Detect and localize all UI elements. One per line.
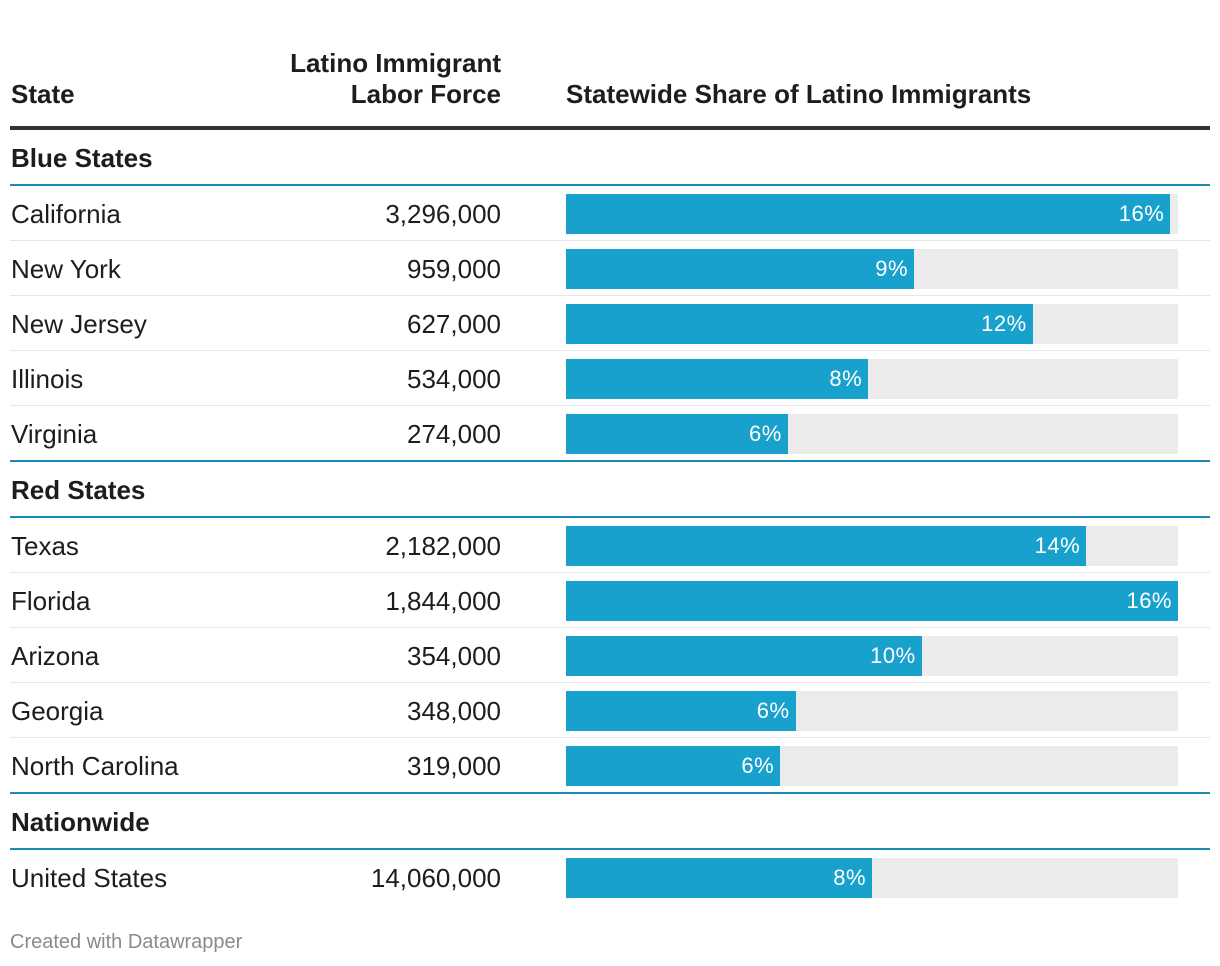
- table-row: Texas 2,182,000 14%: [10, 518, 1210, 573]
- share-bar-label: 6%: [749, 421, 782, 446]
- data-table: State Latino Immigrant Labor Force State…: [10, 40, 1210, 906]
- labor-force-value: 534,000: [407, 364, 501, 394]
- share-bar-label: 8%: [833, 865, 866, 890]
- share-bar-track: 6%: [566, 691, 1178, 731]
- share-bar-track: 6%: [566, 414, 1178, 454]
- table-row: Florida 1,844,000 16%: [10, 573, 1210, 628]
- group-header-row: Blue States: [10, 130, 1210, 186]
- share-bar: 6%: [566, 746, 781, 786]
- share-bar: 16%: [566, 581, 1178, 621]
- share-bar-track: 16%: [566, 581, 1178, 621]
- state-name: Virginia: [11, 419, 98, 449]
- state-name: New York: [11, 254, 121, 284]
- state-name: Arizona: [11, 641, 100, 671]
- group-title: Blue States: [11, 143, 153, 173]
- group-title: Red States: [11, 475, 146, 505]
- header-labor-force-line-1: Latino Immigrant: [290, 48, 501, 78]
- group-header-row: Nationwide: [10, 794, 1210, 850]
- table-row: Virginia 274,000 6%: [10, 406, 1210, 462]
- header-share: Statewide Share of Latino Immigrants: [566, 79, 1032, 109]
- share-bar-label: 6%: [741, 753, 775, 778]
- state-name: New Jersey: [11, 309, 147, 339]
- table-row: Arizona 354,000 10%: [10, 628, 1210, 683]
- table-row: United States 14,060,000 8%: [10, 850, 1210, 906]
- share-bar: 12%: [566, 304, 1033, 344]
- share-bar: 6%: [566, 691, 796, 731]
- share-bar-label: 16%: [1126, 588, 1172, 613]
- share-bar-label: 10%: [870, 643, 916, 668]
- share-bar-track: 10%: [566, 636, 1178, 676]
- share-bar-label: 14%: [1034, 533, 1081, 558]
- state-name: Texas: [11, 531, 79, 561]
- table-row: North Carolina 319,000 6%: [10, 738, 1210, 794]
- share-bar-label: 6%: [756, 698, 790, 723]
- share-bar-track: 16%: [566, 194, 1178, 234]
- share-bar-label: 8%: [829, 366, 863, 391]
- share-bar: 8%: [566, 858, 872, 898]
- share-bar: 14%: [566, 526, 1087, 566]
- labor-force-value: 2,182,000: [385, 531, 501, 561]
- table-row: California 3,296,000 16%: [10, 186, 1210, 241]
- share-bar-track: 14%: [566, 526, 1178, 566]
- labor-force-value: 319,000: [407, 751, 501, 781]
- share-bar-label: 16%: [1118, 201, 1165, 226]
- footer-credit: Created with Datawrapper: [10, 931, 243, 953]
- share-bar-track: 6%: [566, 746, 1178, 786]
- share-bar: 6%: [566, 414, 788, 454]
- header-state: State: [11, 79, 75, 109]
- table-row: Illinois 534,000 8%: [10, 351, 1210, 406]
- table-row: New York 959,000 9%: [10, 241, 1210, 296]
- state-name: Illinois: [11, 364, 84, 394]
- state-name: California: [11, 199, 121, 229]
- group-header-row: Red States: [10, 462, 1210, 518]
- share-bar-label: 12%: [981, 311, 1027, 336]
- labor-force-value: 354,000: [407, 641, 501, 671]
- share-bar-track: 8%: [566, 858, 1178, 898]
- labor-force-value: 1,844,000: [385, 586, 501, 616]
- labor-force-value: 959,000: [407, 254, 501, 284]
- share-bar-track: 9%: [566, 249, 1178, 289]
- share-bar: 16%: [566, 194, 1171, 234]
- state-name: Georgia: [11, 696, 104, 726]
- share-bar-track: 8%: [566, 359, 1178, 399]
- table-header: State Latino Immigrant Labor Force State…: [10, 40, 1210, 130]
- table-row: New Jersey 627,000 12%: [10, 296, 1210, 351]
- labor-force-value: 627,000: [407, 309, 501, 339]
- state-name: United States: [11, 863, 168, 893]
- state-name: North Carolina: [11, 751, 179, 781]
- labor-force-value: 348,000: [407, 696, 501, 726]
- labor-force-value: 3,296,000: [385, 199, 501, 229]
- table-row: Georgia 348,000 6%: [10, 683, 1210, 738]
- table-body: Blue States California 3,296,000 16% New Yor…: [10, 130, 1210, 906]
- share-bar: 9%: [566, 249, 915, 289]
- group-title: Nationwide: [11, 807, 150, 837]
- state-name: Florida: [11, 586, 91, 616]
- header-labor-force: Latino Immigrant Labor Force: [10, 48, 501, 110]
- labor-force-value: 14,060,000: [370, 863, 501, 893]
- share-bar-label: 9%: [875, 256, 909, 281]
- share-bar-track: 12%: [566, 304, 1178, 344]
- share-bar: 10%: [566, 636, 922, 676]
- labor-force-value: 274,000: [407, 419, 501, 449]
- share-bar: 8%: [566, 359, 869, 399]
- header-labor-force-line-2: Labor Force: [350, 79, 501, 109]
